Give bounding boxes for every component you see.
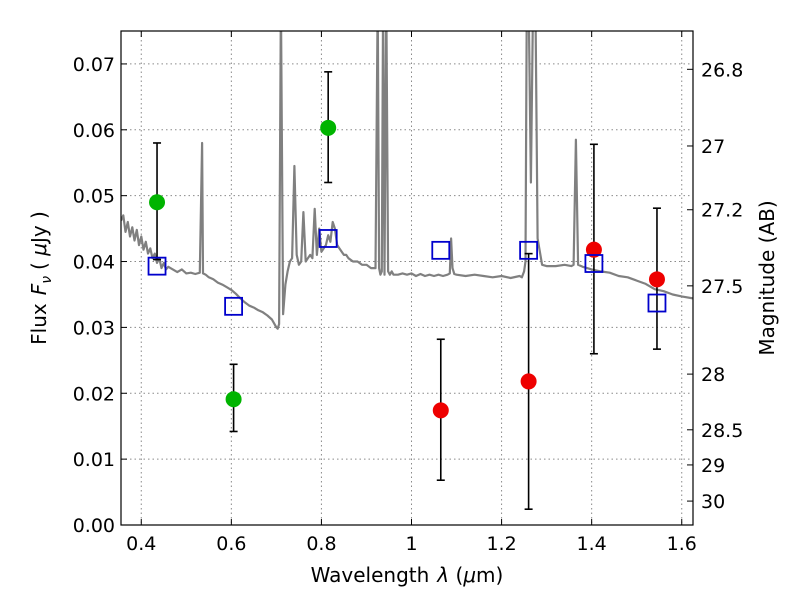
plot-frame <box>120 30 694 526</box>
x-tick-label: 1.2 <box>486 533 516 555</box>
right-tick-label: 29 <box>701 455 725 477</box>
model-spectrum-layer <box>121 31 693 330</box>
model-photometry-square <box>224 296 243 316</box>
green-measurements-point <box>320 119 337 136</box>
axis-ticks <box>121 31 693 526</box>
right-tick-label: 28.5 <box>701 420 743 442</box>
y-tick-label: 0.02 <box>73 383 115 405</box>
y-tick-label: 0.05 <box>73 186 115 208</box>
right-tick-label: 27.2 <box>701 200 743 222</box>
y-tick-label: 0.07 <box>73 54 115 76</box>
red-measurements-point <box>585 241 602 258</box>
green-measurements-point <box>225 391 242 408</box>
data-points <box>147 119 667 419</box>
y-tick-label: 0.00 <box>73 515 115 537</box>
y-tick-label: 0.06 <box>73 120 115 142</box>
green-measurements-point <box>149 194 166 211</box>
x-tick-label: 0.8 <box>306 533 336 555</box>
right-tick-label: 28 <box>701 364 725 386</box>
x-tick-label: 0.4 <box>126 533 156 555</box>
model-photometry-square <box>431 240 451 260</box>
red-measurements-point <box>648 271 665 288</box>
right-tick-label: 27.5 <box>701 276 743 298</box>
model-photometry-square <box>147 256 167 276</box>
y-tick-label: 0.03 <box>73 317 115 339</box>
grid-lines <box>121 31 693 526</box>
right-tick-label: 30 <box>701 491 725 513</box>
model-spectrum-line <box>121 31 693 330</box>
red-measurements-point <box>432 402 449 419</box>
model-photometry-square <box>584 254 604 273</box>
x-tick-label: 1.4 <box>577 533 607 555</box>
model-photometry-square <box>318 229 338 248</box>
right-tick-label: 27 <box>701 136 725 158</box>
y-tick-label: 0.04 <box>73 252 115 274</box>
model-photometry-square <box>519 240 539 260</box>
y-axis-label: FluxFν( μJy ) <box>27 211 55 345</box>
x-tick-label: 1.6 <box>667 533 697 555</box>
right-axis-label: Magnitude (AB) <box>755 200 779 355</box>
x-tick-label: 1 <box>405 533 417 555</box>
errorbars <box>153 71 661 510</box>
right-tick-label: 26.8 <box>701 59 743 81</box>
y-tick-label: 0.01 <box>73 449 115 471</box>
red-measurements-point <box>520 373 537 390</box>
x-tick-label: 0.6 <box>216 533 246 555</box>
axis-tick-labels: 0.4 0.6 0.8 1 1.2 1.4 1.6 0.00 0.01 0.02 0.03 0.04 0… <box>73 54 744 555</box>
model-photometry-square <box>647 293 667 313</box>
x-axis-label: Wavelength λ (μm) <box>311 563 504 587</box>
